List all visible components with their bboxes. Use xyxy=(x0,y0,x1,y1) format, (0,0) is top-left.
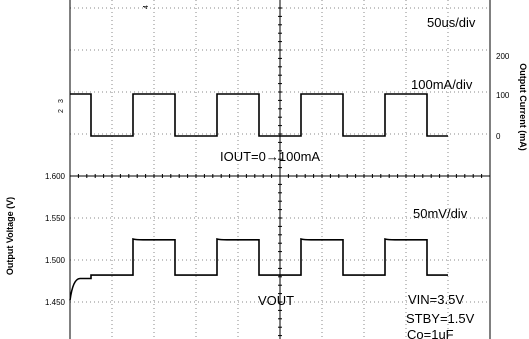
right-tick-label: 0 xyxy=(496,132,501,141)
left-axis-label: Output Voltage (V) xyxy=(5,197,15,275)
left-tick-label: 1.600 xyxy=(45,172,66,181)
right-axis-ticks: 200 100 0 xyxy=(496,52,510,141)
left-axis-ticks: 1.600 1.550 1.500 1.450 xyxy=(45,172,66,307)
right-tick-label: 100 xyxy=(496,91,510,100)
vout-label: VOUT xyxy=(258,293,294,308)
plot-frame xyxy=(69,0,491,339)
channel-markers: 4 3 2 xyxy=(58,5,150,113)
grid xyxy=(70,0,490,339)
time-div-label: 50us/div xyxy=(427,15,476,30)
traces xyxy=(69,93,448,301)
marker-top: 4 xyxy=(143,5,150,9)
right-axis-label: Output Current (mA) xyxy=(518,63,528,151)
iout-label: IOUT=0→100mA xyxy=(220,149,320,164)
left-tick-label: 1.550 xyxy=(45,214,66,223)
marker-mid: 3 xyxy=(58,99,65,103)
vin-label: VIN=3.5V xyxy=(408,292,464,307)
left-tick-label: 1.450 xyxy=(45,298,66,307)
voltage-trace xyxy=(69,237,448,301)
current-trace xyxy=(70,93,448,137)
marker-low: 2 xyxy=(58,109,65,113)
current-div-label: 100mA/div xyxy=(411,77,473,92)
annotations: 50us/div 100mA/div IOUT=0→100mA 50mV/div… xyxy=(220,15,476,339)
voltage-div-label: 50mV/div xyxy=(413,206,468,221)
left-tick-label: 1.500 xyxy=(45,256,66,265)
co-label: Co=1uF xyxy=(407,327,454,339)
stby-label: STBY=1.5V xyxy=(406,311,475,326)
right-tick-label: 200 xyxy=(496,52,510,61)
